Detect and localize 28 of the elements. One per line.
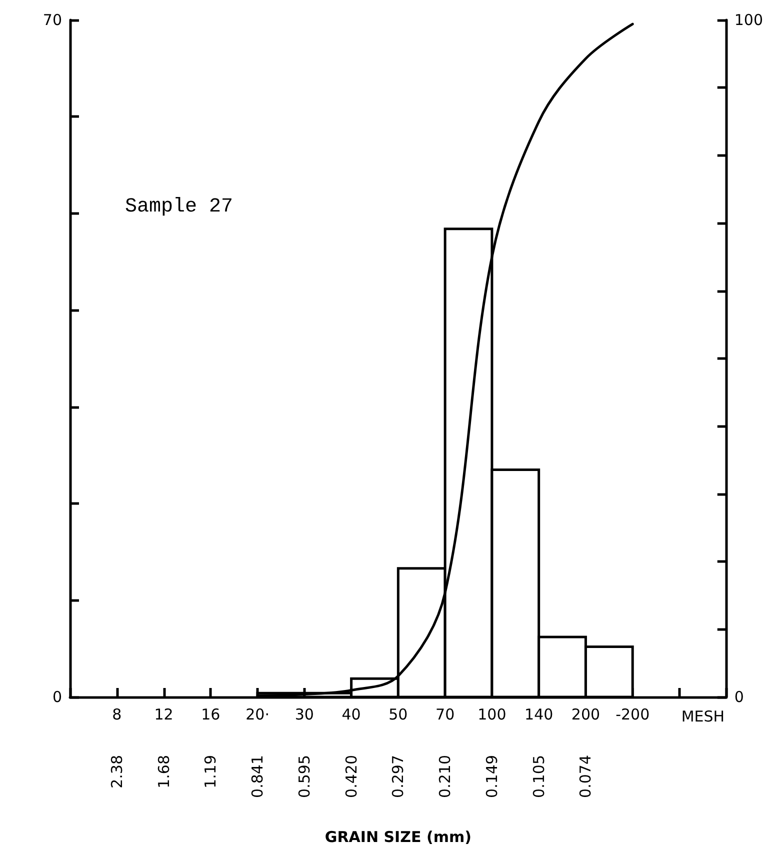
text: 0.841 bbox=[248, 755, 267, 798]
x-tick-label: 140 bbox=[524, 706, 554, 724]
x-tick-label: 40 bbox=[342, 706, 361, 724]
text: 0.420 bbox=[342, 755, 360, 798]
y2-tick-label: 0 bbox=[734, 688, 744, 706]
text: 0.074 bbox=[576, 755, 595, 798]
x-tick-label: -200 bbox=[616, 706, 650, 724]
text: 0.210 bbox=[436, 755, 454, 798]
text: 0.149 bbox=[482, 755, 501, 798]
text: GRAIN SIZE (mm) bbox=[324, 828, 472, 846]
x-axis-title: MESH bbox=[681, 708, 725, 726]
x-tick-label: 50 bbox=[388, 706, 408, 724]
y2-tick-label: 100 bbox=[734, 11, 764, 29]
text: 1.68 bbox=[154, 755, 173, 788]
x-tick-label: 100 bbox=[478, 706, 506, 724]
x-tick-label: 70 bbox=[436, 706, 455, 724]
x-tick-label: 12 bbox=[154, 706, 174, 724]
text: 0.297 bbox=[389, 755, 408, 798]
x-tick-label: 30 bbox=[294, 706, 314, 724]
text: 1.19 bbox=[202, 755, 220, 788]
x-tick-label: 16 bbox=[201, 706, 220, 724]
text: 0.105 bbox=[530, 755, 548, 798]
text: 2.38 bbox=[108, 755, 126, 788]
x-tick-label: 200 bbox=[571, 706, 600, 724]
x-tick-label: 20· bbox=[246, 706, 270, 724]
x-tick-label: 8 bbox=[112, 706, 122, 724]
text: 0.595 bbox=[295, 755, 314, 798]
text: Sample 27 bbox=[125, 196, 234, 218]
